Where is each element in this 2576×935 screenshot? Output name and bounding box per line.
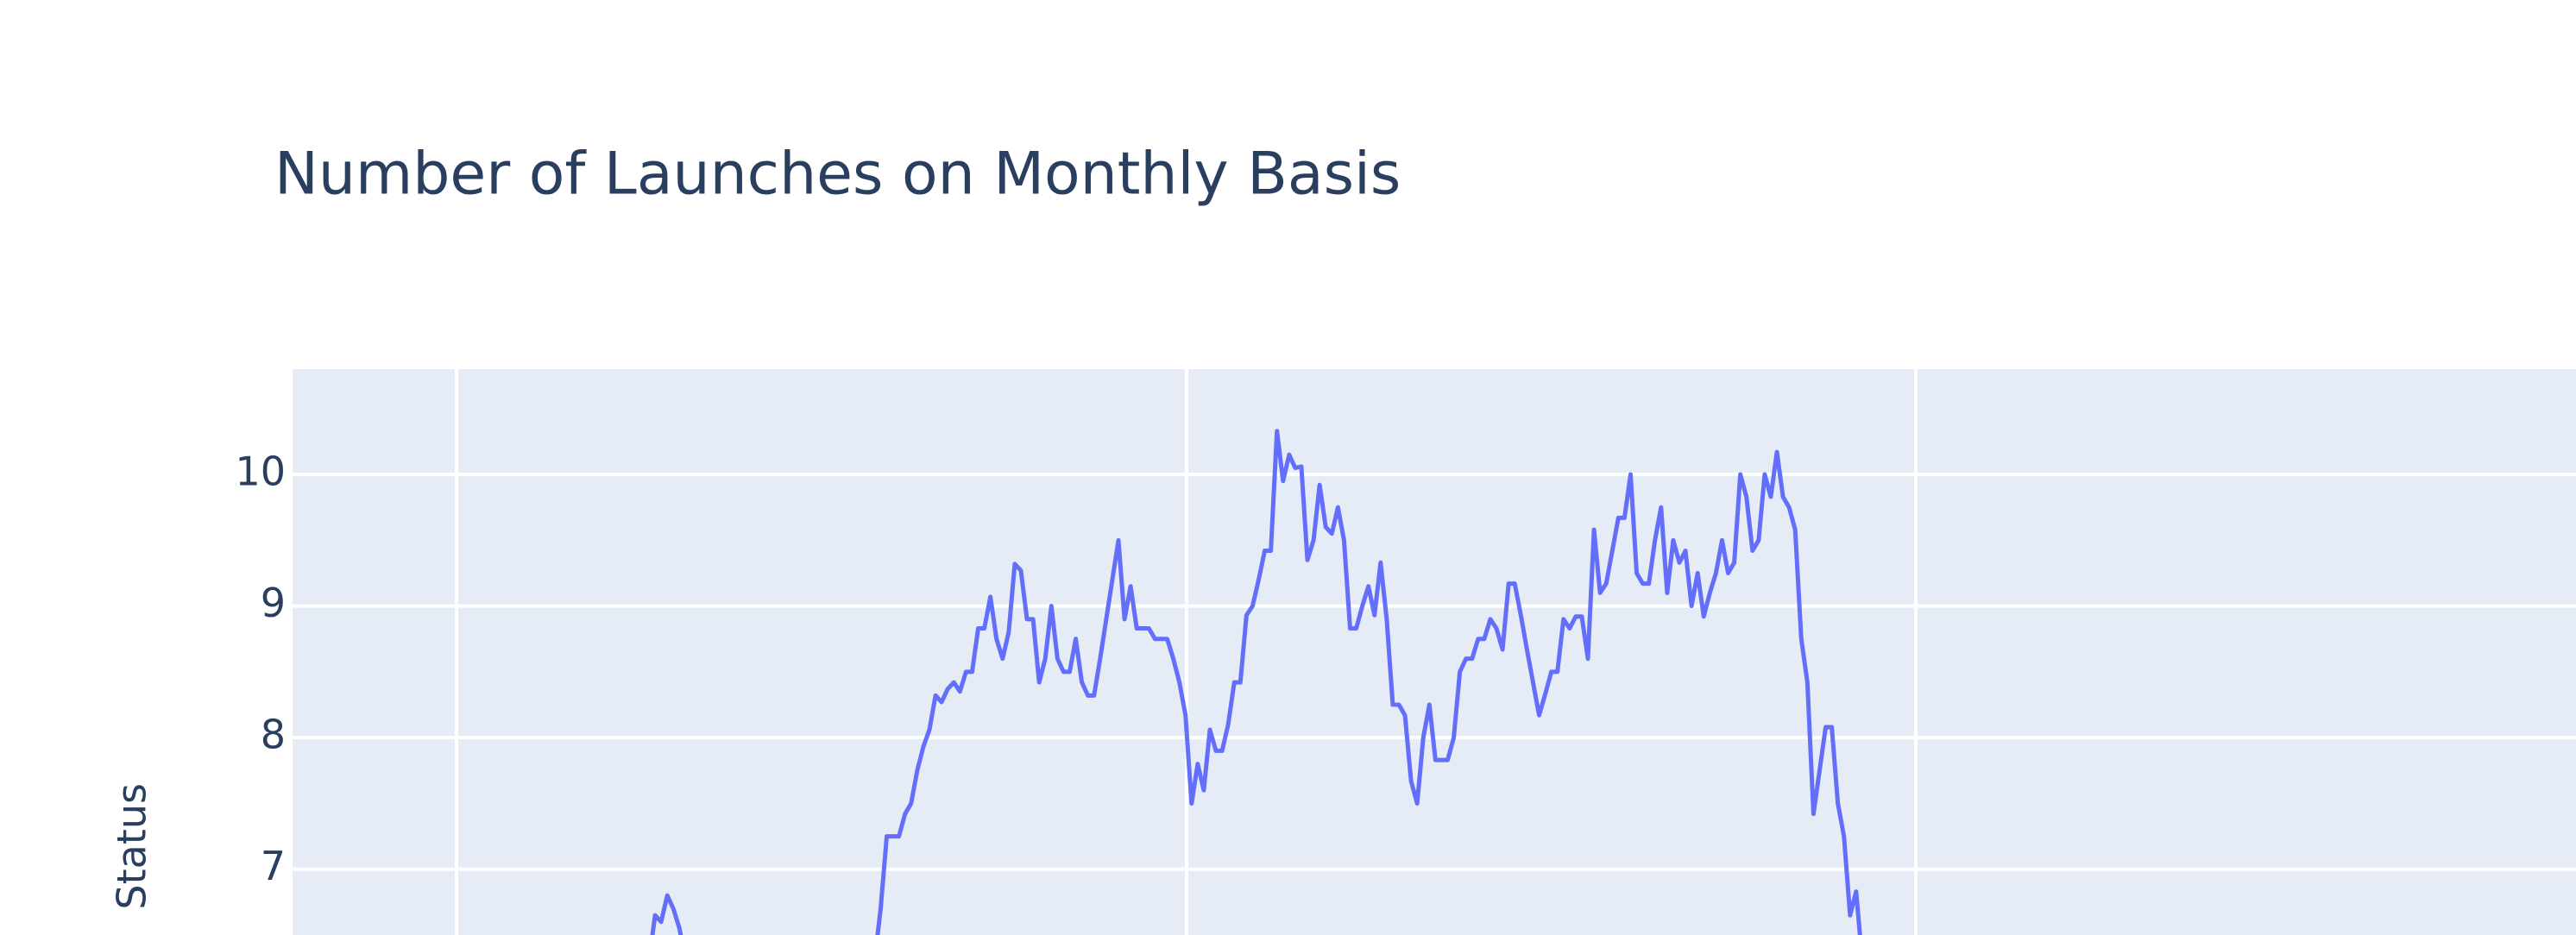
line-series: [650, 429, 1862, 935]
y-tick-label: 10: [235, 449, 286, 495]
chart-title: Number of Launches on Monthly Basis: [274, 141, 1401, 209]
y-tick-label: 8: [261, 712, 286, 758]
plot-area: [293, 369, 2576, 935]
y-tick-label: 7: [261, 843, 286, 889]
y-axis-label: Status: [109, 783, 155, 910]
y-tick-label: 9: [261, 580, 286, 626]
